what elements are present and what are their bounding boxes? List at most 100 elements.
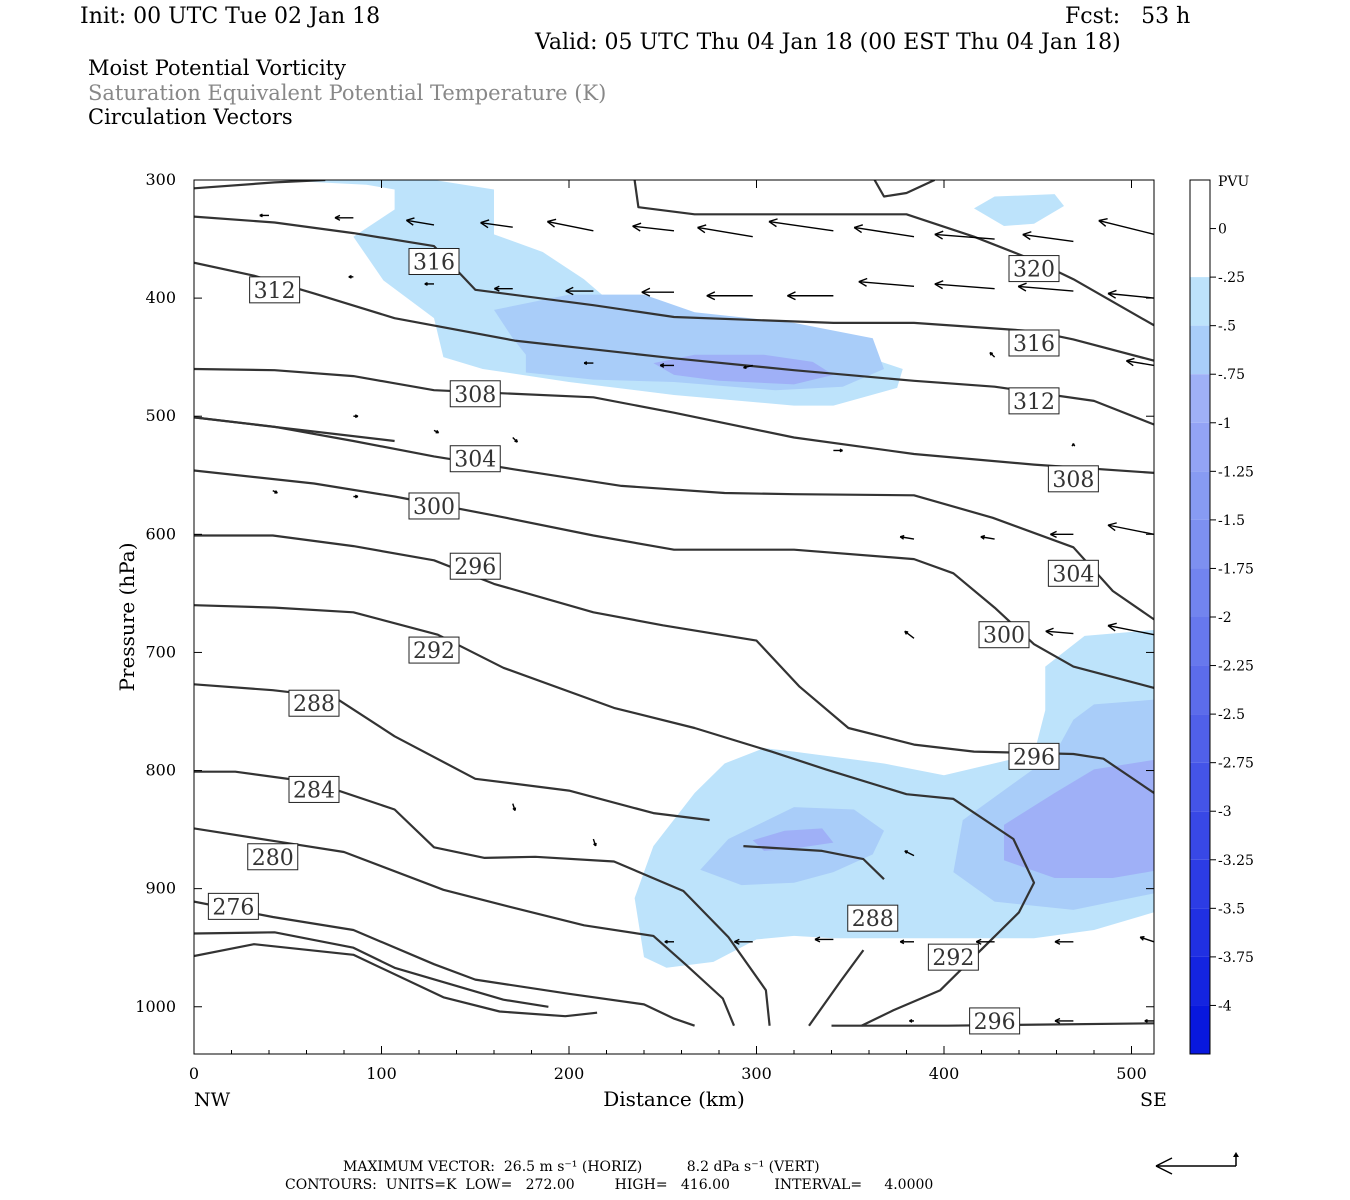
contour-label-296: 296 <box>449 552 501 580</box>
colorbar-swatch <box>1190 325 1210 375</box>
circulation-vector-13 <box>424 281 434 286</box>
colorbar-label: -.5 <box>1218 319 1236 335</box>
x-axis-label: Distance (km) <box>603 1087 745 1111</box>
contour-label-layer: 276 280 284 288 292 296 300 304 308 312 316 320 316 3… <box>207 247 1099 1035</box>
colorbar-swatch <box>1190 908 1210 957</box>
circulation-vector-48 <box>814 936 834 943</box>
circulation-vector-43 <box>512 803 517 811</box>
circulation-vector-41 <box>1045 627 1074 637</box>
contour-label-text: 288 <box>852 907 894 932</box>
y-tick-label: 800 <box>145 761 176 780</box>
circulation-vector-20 <box>934 280 995 290</box>
contour-label-text: 304 <box>1052 562 1094 587</box>
circulation-vector-38 <box>1107 522 1155 536</box>
circulation-vector-22 <box>1107 289 1155 299</box>
circulation-vector-14 <box>494 285 513 292</box>
contour-info-note: CONTOURS: UNITS=K LOW= 272.00 HIGH= 416.… <box>285 1177 934 1193</box>
colorbar-swatch <box>1190 228 1210 278</box>
circulation-vector-39 <box>904 630 915 639</box>
colorbar-swatch <box>1190 811 1210 860</box>
pv-shade-region-6 <box>653 354 834 385</box>
theta-es-contour-320-19 <box>873 180 936 198</box>
colorbar-swatch <box>1190 1005 1210 1054</box>
colorbar-label: -2.5 <box>1218 707 1245 723</box>
circulation-vector-30 <box>512 436 519 443</box>
theta-es-contour-316-17 <box>194 180 326 190</box>
circulation-vector-50 <box>975 938 995 945</box>
circulation-vector-32 <box>1071 443 1076 447</box>
circulation-vector-7 <box>768 218 834 232</box>
colorbar-label: -3.5 <box>1218 901 1245 917</box>
circulation-vector-24 <box>659 362 674 368</box>
circulation-vector-28 <box>353 414 359 419</box>
contour-label-text: 308 <box>1052 468 1094 493</box>
contour-label-304: 304 <box>449 445 501 473</box>
x-left-direction-label: NW <box>194 1089 231 1111</box>
contour-label-text: 296 <box>1013 745 1055 770</box>
pv-shade-region-8 <box>752 828 834 851</box>
contour-label-292: 292 <box>927 943 979 971</box>
circulation-vector-46 <box>664 939 674 944</box>
contour-label-316: 316 <box>1008 329 1060 357</box>
circulation-vector-45 <box>904 850 915 857</box>
contour-label-text: 316 <box>1013 332 1055 357</box>
circulation-vector-26 <box>1125 357 1155 367</box>
circulation-vector-49 <box>899 939 914 945</box>
colorbar-label: -1.75 <box>1218 561 1254 577</box>
colorbar-swatch <box>1190 180 1210 229</box>
contour-label-276: 276 <box>207 892 259 920</box>
contour-label-text: 292 <box>932 946 974 971</box>
circulation-vector-37 <box>1050 530 1074 538</box>
y-tick-label: 600 <box>145 524 176 543</box>
contour-label-292: 292 <box>408 636 460 664</box>
reference-vector-icon <box>1155 1152 1239 1175</box>
contour-label-text: 276 <box>212 895 254 920</box>
x-tick-label: 500 <box>1116 1064 1147 1083</box>
contour-label-text: 300 <box>413 495 455 520</box>
colorbar-label: -2 <box>1218 610 1232 626</box>
circulation-vector-11 <box>1098 218 1155 236</box>
contour-label-text: 304 <box>454 448 496 473</box>
contour-label-text: 284 <box>293 778 335 803</box>
theta-es-contour-280-2 <box>194 900 695 1027</box>
theta-es-contour-296-10 <box>831 1022 1154 1027</box>
colorbar-swatch <box>1190 471 1210 520</box>
pv-colorbar: PVU 0 -.25 -.5 -.75 -1 -1.25 -1.5 -1.75 -2 -2.25 -2… <box>1189 174 1254 1055</box>
colorbar-label: -2.25 <box>1218 659 1254 675</box>
circulation-vector-47 <box>734 938 753 945</box>
circulation-vector-3 <box>480 219 513 229</box>
theta-es-contour-layer <box>194 180 1154 1027</box>
x-right-direction-label: SE <box>1140 1089 1167 1111</box>
x-tick-label: 0 <box>189 1064 199 1083</box>
colorbar-swatch <box>1190 374 1210 423</box>
circulation-vector-17 <box>706 291 753 301</box>
circulation-vector-36 <box>980 534 995 540</box>
colorbar-label: -1 <box>1218 416 1232 432</box>
y-tick-label: 700 <box>145 642 176 661</box>
circulation-vector-6 <box>697 224 753 238</box>
colorbar-swatch <box>1190 617 1210 666</box>
colorbar-swatch <box>1190 714 1210 763</box>
axes-layer: 300 400 500 600 700 800 900 1000 0 100 200 300 400 50… <box>135 170 1154 1083</box>
colorbar-swatch <box>1190 665 1210 715</box>
theta-es-contour-304-13 <box>194 416 395 443</box>
contour-label-312: 312 <box>1008 387 1060 415</box>
plot-frame <box>193 179 1155 1055</box>
pv-shade-region-1 <box>974 194 1064 227</box>
circulation-vector-42 <box>1107 622 1155 636</box>
contour-label-296: 296 <box>1008 742 1060 770</box>
colorbar-label: -.75 <box>1218 367 1245 383</box>
circulation-vector-33 <box>272 489 278 494</box>
colorbar-swatch <box>1190 956 1210 1006</box>
field-title-theta-es: Saturation Equivalent Potential Temperat… <box>88 81 607 105</box>
colorbar-label: -1.25 <box>1218 464 1254 480</box>
contour-label-316: 316 <box>408 247 460 275</box>
circulation-vector-0 <box>259 213 269 218</box>
y-tick-label: 400 <box>145 288 176 307</box>
contour-label-text: 316 <box>413 250 455 275</box>
theta-es-contour-284-3 <box>194 827 736 1027</box>
colorbar-label: -3.25 <box>1218 853 1254 869</box>
contour-label-text: 292 <box>413 639 455 664</box>
contour-label-320: 320 <box>1008 255 1060 283</box>
x-tick-label: 300 <box>741 1064 772 1083</box>
